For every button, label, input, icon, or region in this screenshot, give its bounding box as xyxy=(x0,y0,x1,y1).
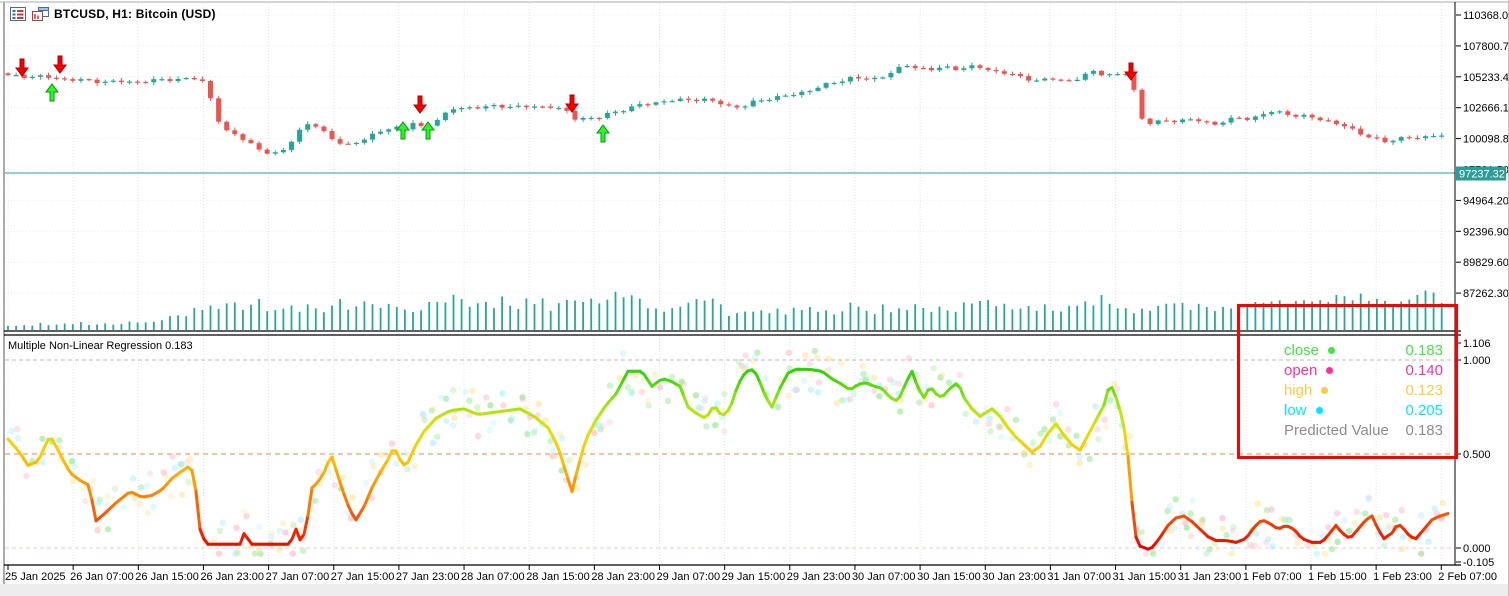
time-tick-label: 1 Feb 23:00 xyxy=(1373,571,1432,583)
indicator-dots xyxy=(8,347,1447,557)
legend-label: Predicted Value xyxy=(1284,421,1389,439)
current-price-label: 97237.32 xyxy=(1459,169,1505,181)
legend-value: 0.183 xyxy=(1405,341,1443,359)
time-tick-label: 26 Jan 07:00 xyxy=(70,571,134,583)
legend-row-open: open 0.140 xyxy=(1240,360,1455,380)
time-tick-label: 2 Feb 07:00 xyxy=(1438,571,1497,583)
price-tick-label: 92396.90 xyxy=(1463,226,1509,238)
chart-title: BTCUSD, H1: Bitcoin (USD) xyxy=(54,7,216,21)
regression-line xyxy=(6,367,1450,551)
legend-dot-icon xyxy=(1326,366,1334,374)
legend-value: 0.140 xyxy=(1405,361,1443,379)
legend-dot-icon xyxy=(1315,406,1323,414)
price-axis-bg[interactable] xyxy=(1456,0,1509,584)
indicator-tick-label: 0.500 xyxy=(1463,449,1491,461)
time-tick-label: 31 Jan 15:00 xyxy=(1113,571,1177,583)
time-tick-label: 31 Jan 23:00 xyxy=(1178,571,1242,583)
time-tick-label: 25 Jan 2025 xyxy=(5,571,66,583)
indicator-tick-label: 1.106 xyxy=(1463,338,1491,350)
indicator-axis[interactable]: 1.106 1.000 0.500 0.000 -0.105 xyxy=(1456,338,1494,569)
time-tick-label: 27 Jan 15:00 xyxy=(331,571,395,583)
legend-value: 0.205 xyxy=(1405,401,1443,419)
time-tick-label: 29 Jan 23:00 xyxy=(787,571,851,583)
panel-frame xyxy=(0,1,1508,584)
price-tick-label: 89829.60 xyxy=(1463,257,1509,269)
price-tick-label: 94964.20 xyxy=(1463,195,1509,207)
legend-label: high xyxy=(1284,381,1313,399)
volume-bars xyxy=(7,290,1443,330)
time-tick-label: 30 Jan 23:00 xyxy=(982,571,1046,583)
legend-label: close xyxy=(1284,341,1320,359)
grid xyxy=(5,3,1455,565)
indicator-tick-label: 0.000 xyxy=(1463,543,1491,555)
buy-arrow-icon xyxy=(45,83,59,102)
time-tick-label: 27 Jan 23:00 xyxy=(396,571,460,583)
legend-label: open xyxy=(1284,361,1318,379)
bottom-strip xyxy=(0,584,1508,596)
time-tick-label: 31 Jan 07:00 xyxy=(1047,571,1111,583)
chart-windows-icon xyxy=(32,7,49,21)
time-tick-label: 1 Feb 15:00 xyxy=(1308,571,1367,583)
time-tick-label: 30 Jan 15:00 xyxy=(917,571,981,583)
sell-arrow-icon xyxy=(1124,62,1138,81)
legend-label: low xyxy=(1284,401,1307,419)
sell-arrow-icon xyxy=(565,94,579,113)
time-tick-label: 26 Jan 23:00 xyxy=(200,571,264,583)
buy-arrow-icon xyxy=(596,124,610,143)
price-tick-label: 105233.40 xyxy=(1463,72,1509,84)
legend-value: 0.123 xyxy=(1405,381,1443,399)
legend-dot-icon xyxy=(1321,386,1329,394)
legend-rows: close 0.183 open 0.140 high 0.123 low 0.205 Pred… xyxy=(1240,340,1455,440)
time-tick-label: 26 Jan 15:00 xyxy=(135,571,199,583)
current-price-label-bg xyxy=(1456,166,1506,181)
legend-row-close: close 0.183 xyxy=(1240,340,1455,360)
buy-arrow-icon xyxy=(421,121,435,140)
legend-row-predicted-value: Predicted Value 0.183 xyxy=(1240,420,1455,440)
time-tick-label: 29 Jan 15:00 xyxy=(722,571,786,583)
sell-arrow-icon xyxy=(53,55,67,74)
time-tick-label: 28 Jan 23:00 xyxy=(591,571,655,583)
indicator-tick-label: 1.000 xyxy=(1463,355,1491,367)
price-axis[interactable]: 110368.00 107800.70 105233.40 102666.10 1000… xyxy=(1456,10,1509,300)
sell-arrow-icon xyxy=(15,58,29,77)
quotes-list-icon xyxy=(10,7,26,21)
legend-box: close 0.183 open 0.140 high 0.123 low 0.205 Pred… xyxy=(1237,304,1458,459)
time-tick-label: 28 Jan 07:00 xyxy=(461,571,525,583)
sell-arrow-icon xyxy=(413,95,427,114)
price-tick-label: 107800.70 xyxy=(1463,41,1509,53)
price-tick-label: 100098.80 xyxy=(1463,134,1509,146)
indicator-label: Multiple Non-Linear Regression 0.183 xyxy=(8,340,193,352)
time-axis[interactable]: 25 Jan 2025 26 Jan 07:00 26 Jan 15:00 26 Ja… xyxy=(5,565,1497,583)
price-tick-label: 87262.30 xyxy=(1463,288,1509,300)
indicator-tick-label: -0.105 xyxy=(1463,557,1494,569)
time-tick-label: 28 Jan 15:00 xyxy=(526,571,590,583)
chart-header: BTCUSD, H1: Bitcoin (USD) xyxy=(10,7,216,21)
price-tick-label: 102666.10 xyxy=(1463,103,1509,115)
price-tick-label: 110368.00 xyxy=(1463,10,1509,22)
legend-dot-icon xyxy=(1328,346,1336,354)
buy-arrow-icon xyxy=(396,121,410,140)
time-tick-label: 27 Jan 07:00 xyxy=(266,571,330,583)
legend-value: 0.183 xyxy=(1405,421,1443,439)
signal-markers xyxy=(15,55,1138,143)
candles xyxy=(5,62,1445,156)
legend-row-low: low 0.205 xyxy=(1240,400,1455,420)
time-tick-label: 30 Jan 07:00 xyxy=(852,571,916,583)
legend-row-high: high 0.123 xyxy=(1240,380,1455,400)
time-tick-label: 1 Feb 07:00 xyxy=(1243,571,1302,583)
time-tick-label: 29 Jan 07:00 xyxy=(657,571,721,583)
